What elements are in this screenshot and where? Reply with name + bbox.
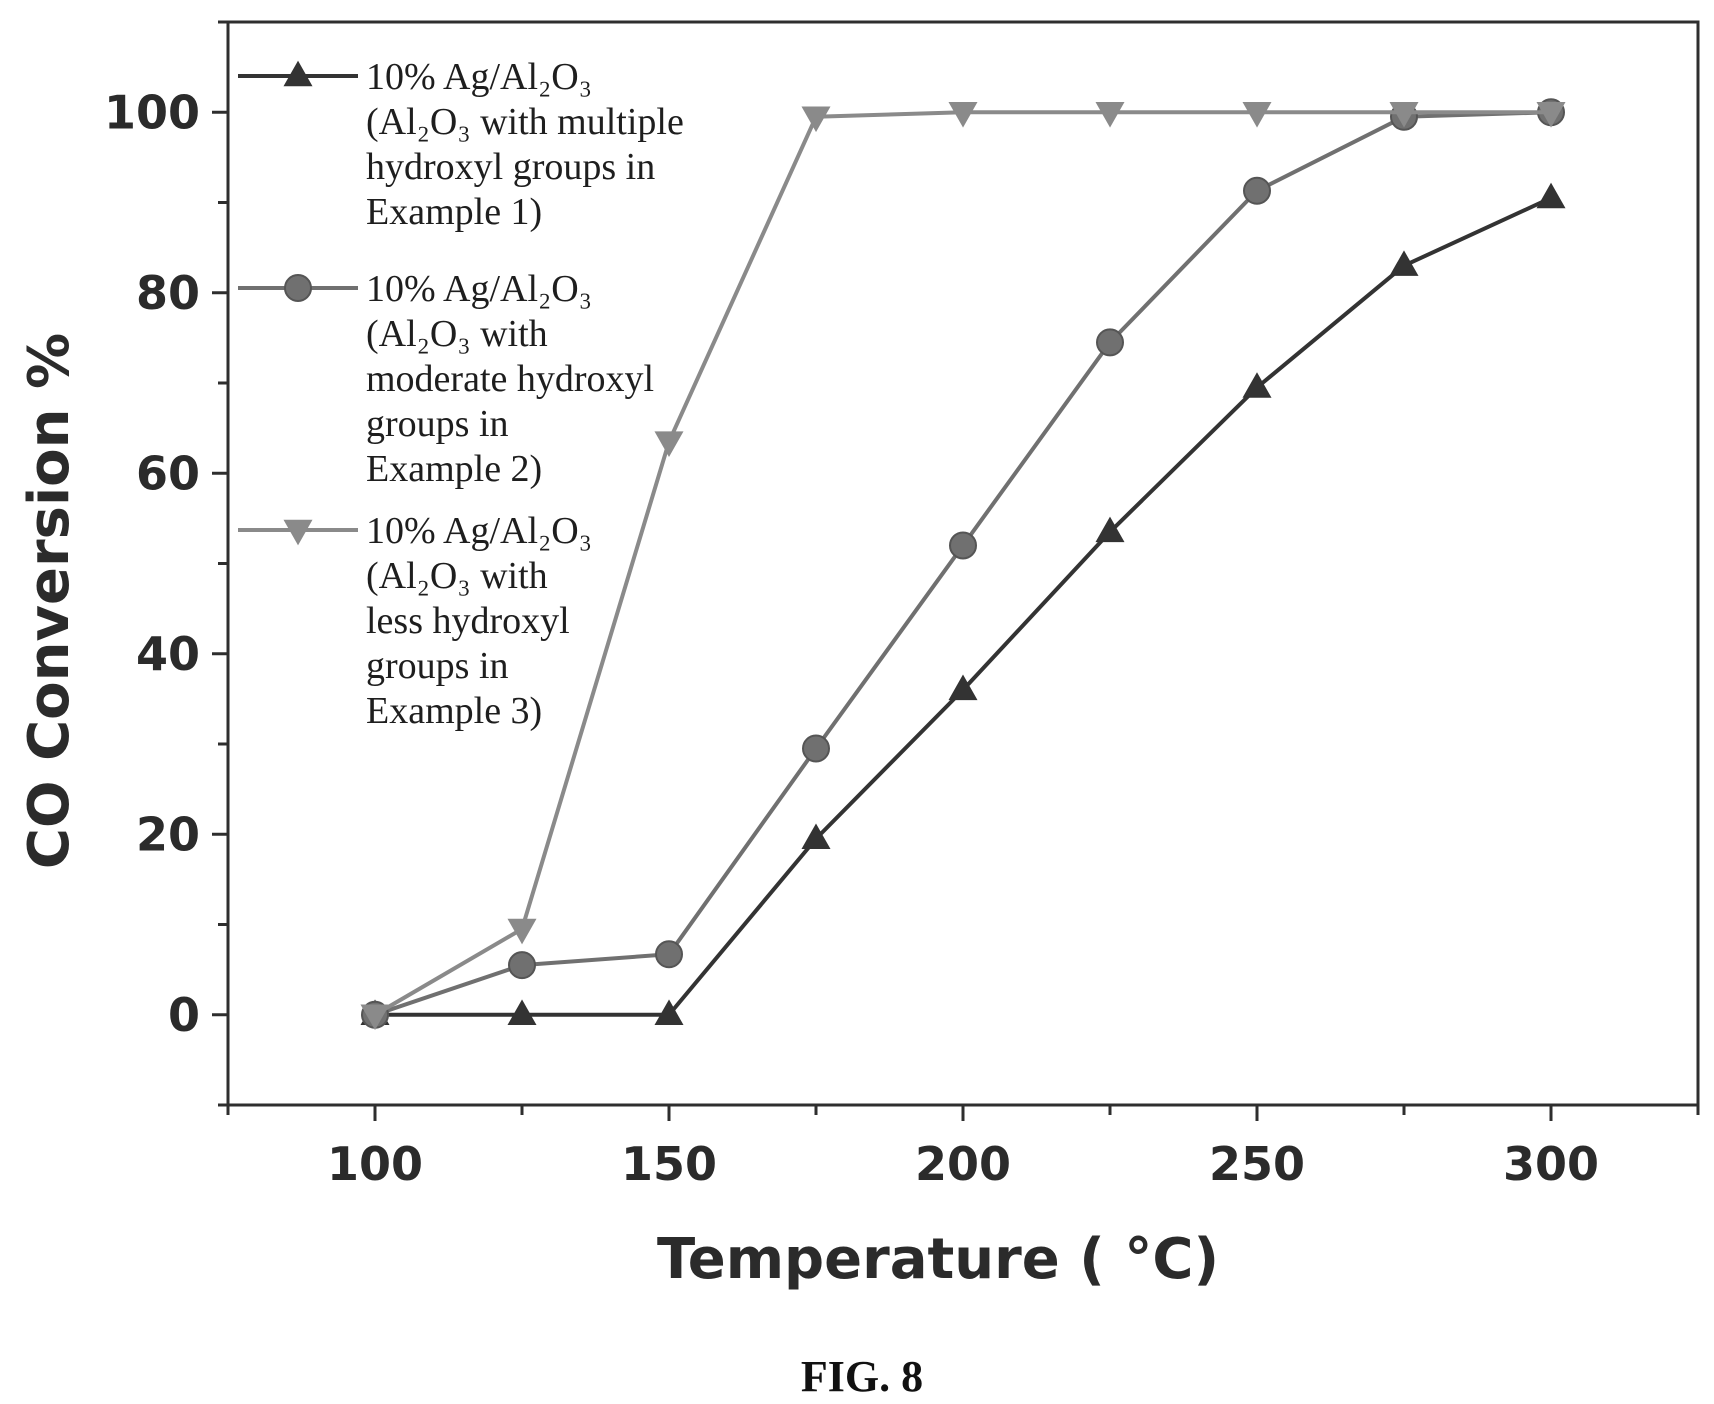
- series-1-point: [948, 674, 978, 701]
- series-1-point: [1389, 250, 1419, 276]
- legend-label-line: 10% Ag/Al₂O₃: [366, 268, 592, 310]
- x-tick-label: 250: [1209, 1137, 1305, 1191]
- series-1: [360, 182, 1566, 1025]
- series-2-point: [949, 531, 977, 560]
- legend-swatch-marker: [283, 519, 313, 546]
- y-tick-label: 0: [168, 988, 200, 1042]
- x-tick-label: 200: [915, 1137, 1011, 1191]
- legend-label-line: moderate hydroxyl: [366, 358, 654, 400]
- legend: 10% Ag/Al₂O₃(Al₂O₃ with multiplehydroxyl…: [238, 56, 684, 732]
- series-3-point: [1095, 102, 1125, 128]
- series-2-point: [508, 951, 536, 980]
- legend-entry-1: 10% Ag/Al₂O₃(Al₂O₃ with multiplehydroxyl…: [238, 56, 684, 233]
- series-1-point: [1536, 182, 1566, 209]
- legend-label-line: (Al₂O₃ with multiple: [366, 101, 684, 143]
- legend-label-line: less hydroxyl: [366, 600, 570, 642]
- series-1-point: [507, 999, 537, 1025]
- series-2-point: [1096, 328, 1124, 357]
- series-3: [360, 102, 1566, 1031]
- series-2-point: [655, 940, 683, 969]
- legend-label-line: (Al₂O₃ with: [366, 555, 548, 597]
- x-tick-label: 100: [327, 1137, 423, 1191]
- legend-label-line: 10% Ag/Al₂O₃: [366, 510, 592, 552]
- series-3-line: [373, 110, 1551, 1017]
- series-3-point: [1389, 102, 1419, 128]
- legend-label-line: Example 3): [366, 690, 542, 732]
- series-3-point: [948, 102, 978, 128]
- series-3-point: [1242, 102, 1272, 128]
- legend-label-line: (Al₂O₃ with: [366, 313, 548, 355]
- x-tick-label: 150: [621, 1137, 717, 1191]
- legend-label-line: groups in: [366, 645, 509, 687]
- series-layer: [360, 98, 1566, 1031]
- x-axis-title: Temperature ( °C): [657, 1227, 1219, 1292]
- series-1-point: [1242, 372, 1272, 398]
- y-axis-title: CO Conversion %: [17, 333, 82, 869]
- series-3-point: [1536, 102, 1566, 128]
- axes: 100 150 200 250 300 0 20 40 60 80 100: [104, 20, 1700, 1191]
- y-tick-label: 80: [136, 266, 200, 320]
- legend-label-line: Example 1): [366, 191, 542, 233]
- legend-swatch-marker: [283, 60, 313, 87]
- y-tick-label: 40: [136, 627, 200, 681]
- series-2-point: [1243, 176, 1271, 205]
- series-1-point: [654, 999, 684, 1025]
- series-3-point: [360, 1004, 390, 1031]
- x-tick-label: 300: [1503, 1137, 1599, 1191]
- y-tick-label: 100: [104, 85, 200, 139]
- figure-caption: FIG. 8: [801, 1352, 923, 1401]
- y-tick-label: 60: [136, 446, 200, 500]
- series-3-point: [507, 918, 537, 945]
- legend-label-line: Example 2): [366, 448, 542, 490]
- series-1-point: [801, 823, 831, 850]
- series-3-point: [654, 431, 684, 457]
- series-2-line: [374, 110, 1552, 1017]
- y-tick-label: 20: [136, 807, 200, 861]
- series-3-point: [801, 106, 831, 133]
- series-2-point: [802, 734, 830, 763]
- legend-label-line: 10% Ag/Al₂O₃: [366, 56, 592, 98]
- legend-label-line: hydroxyl groups in: [366, 146, 655, 188]
- series-1-point: [1095, 516, 1125, 543]
- legend-swatch-marker: [284, 274, 312, 302]
- legend-label-line: groups in: [366, 403, 509, 445]
